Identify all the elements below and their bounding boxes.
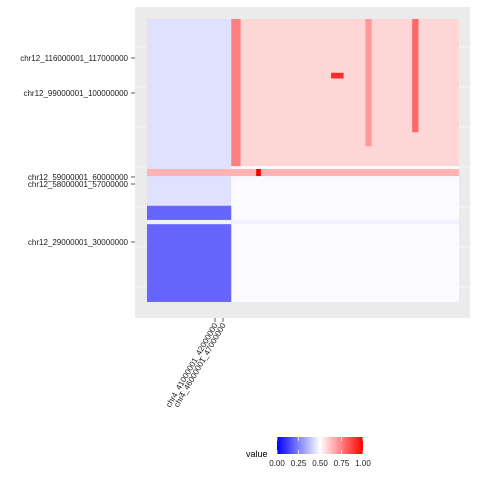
legend: value 0.00 0.25 0.50 0.75 1.00 (246, 437, 371, 468)
heatmap-cell-right-upper (231, 19, 459, 167)
heatmap-cell-col-band-3 (365, 19, 372, 147)
x-axis: chr4_41000001_42000000chr4_46000001_4700… (164, 318, 228, 409)
heatmap-cell-right-lower (231, 166, 459, 302)
y-tick-label: chr12_58000001_57000000 (28, 180, 129, 189)
y-tick-label: chr12_59000001_60000000 (28, 173, 129, 182)
legend-title: value (246, 449, 268, 459)
heatmap-cell-row-band-59Mb (147, 168, 459, 177)
legend-tick-label: 0.25 (291, 459, 307, 468)
y-tick-label: chr12_29000001_30000000 (28, 238, 129, 247)
y-axis: chr12_116000001_117000000 chr12_99000001_… (20, 54, 135, 247)
heatmap-cell-hotspot-2 (256, 168, 261, 177)
heatmap-cell-hotspot-1 (331, 72, 344, 79)
heatmap-cell-col-band-1 (231, 19, 241, 167)
y-tick-label: chr12_99000001_100000000 (23, 89, 128, 98)
legend-tick-label: 0.50 (312, 459, 328, 468)
x-tick-label: chr4_46000001_47000000 (172, 321, 228, 409)
heatmap-cell-row-band-30Mb (147, 219, 459, 225)
legend-tick-label: 0.00 (269, 459, 285, 468)
legend-tick-label: 1.00 (355, 459, 371, 468)
y-tick-label: chr12_116000001_117000000 (20, 54, 128, 63)
legend-tick-label: 0.75 (334, 459, 350, 468)
heatmap-cell-col-band-2 (412, 19, 419, 133)
legend-ticks: 0.00 0.25 0.50 0.75 1.00 (269, 437, 371, 468)
legend-colorbar (277, 437, 363, 454)
heatmap-cells (147, 19, 459, 302)
